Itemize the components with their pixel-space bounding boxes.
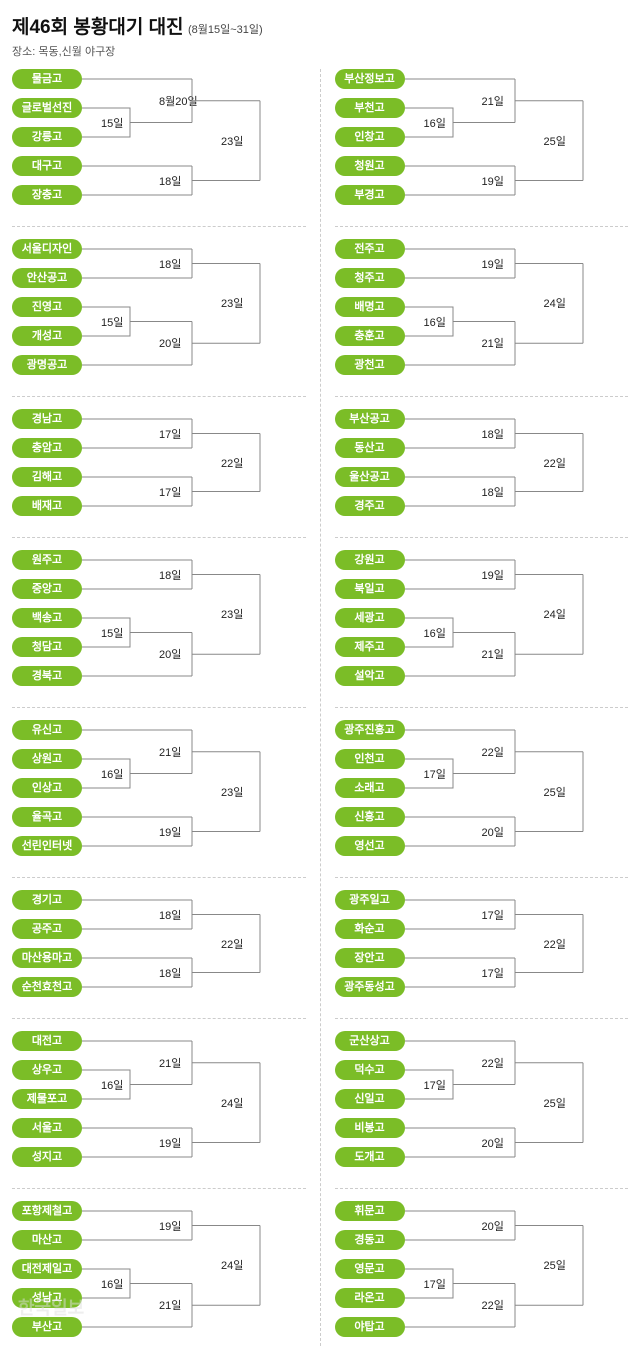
left-column: 15일8월20일18일23일물금고글로벌선진강릉고대구고장충고15일18일20일… [12,69,321,1346]
team-pill: 신흥고 [335,807,405,827]
team-pill: 순천효천고 [12,977,82,997]
team-pill: 강원고 [335,550,405,570]
team-pill: 김해고 [12,467,82,487]
bracket-group: 17일17일22일광주일고화순고장안고광주동성고 [335,890,629,1006]
team-pill: 덕수고 [335,1060,405,1080]
bracket-group: 16일21일19일24일대전고상우고제물포고서울고성지고 [12,1031,306,1176]
team-pill: 청원고 [335,156,405,176]
team-pill: 영문고 [335,1259,405,1279]
team-pill: 전주고 [335,239,405,259]
team-pill: 선린인터넷 [12,836,82,856]
team-pill: 경북고 [12,666,82,686]
team-pill: 상우고 [12,1060,82,1080]
team-pill: 광명공고 [12,355,82,375]
team-pill: 소래고 [335,778,405,798]
team-pill: 서울디자인 [12,239,82,259]
bracket-group: 17일22일20일25일광주진흥고인천고소래고신흥고영선고 [335,720,629,865]
team-pill: 백송고 [12,608,82,628]
bracket-group: 15일18일20일23일원주고중앙고백송고청담고경북고 [12,550,306,695]
team-pill: 대구고 [12,156,82,176]
team-pill: 영선고 [335,836,405,856]
venue-label: 장소: 목동,신월 야구장 [12,43,628,59]
bracket-group: 17일22일20일25일군산상고덕수고신일고비봉고도개고 [335,1031,629,1176]
team-pill: 동산고 [335,438,405,458]
team-pill: 성지고 [12,1147,82,1167]
bracket-group: 17일17일22일경남고충암고김해고배재고 [12,409,306,525]
team-pill: 광천고 [335,355,405,375]
team-pill: 청담고 [12,637,82,657]
team-pill: 광주일고 [335,890,405,910]
team-pill: 설악고 [335,666,405,686]
team-pill: 군산상고 [335,1031,405,1051]
team-pill: 경기고 [12,890,82,910]
team-pill: 글로벌선진 [12,98,82,118]
team-pill: 배재고 [12,496,82,516]
bracket-group: 18일18일22일경기고공주고마산용마고순천효천고 [12,890,306,1006]
team-pill: 배명고 [335,297,405,317]
bracket-group: 16일19일21일24일포항제철고마산고대전제일고성남고부산고 [12,1201,306,1346]
team-pill: 울산공고 [335,467,405,487]
team-pill: 도개고 [335,1147,405,1167]
team-pill: 공주고 [12,919,82,939]
team-pill: 비봉고 [335,1118,405,1138]
team-pill: 화순고 [335,919,405,939]
team-pill: 마산고 [12,1230,82,1250]
team-pill: 강릉고 [12,127,82,147]
team-pill: 포항제철고 [12,1201,82,1221]
bracket-group: 16일19일21일24일강원고북일고세광고제주고설악고 [335,550,629,695]
team-pill: 경남고 [12,409,82,429]
team-pill: 대전고 [12,1031,82,1051]
team-pill: 청주고 [335,268,405,288]
team-pill: 부산공고 [335,409,405,429]
bracket-group: 16일21일19일23일유신고상원고인상고율곡고선린인터넷 [12,720,306,865]
right-column: 16일21일19일25일부산정보고부천고인창고청원고부경고16일19일21일24… [321,69,629,1346]
team-pill: 제주고 [335,637,405,657]
team-pill: 경동고 [335,1230,405,1250]
team-pill: 중앙고 [12,579,82,599]
team-pill: 개성고 [12,326,82,346]
team-pill: 마산용마고 [12,948,82,968]
bracket-group: 15일8월20일18일23일물금고글로벌선진강릉고대구고장충고 [12,69,306,214]
team-pill: 율곡고 [12,807,82,827]
team-pill: 야탑고 [335,1317,405,1337]
team-pill: 충훈고 [335,326,405,346]
team-pill: 휘문고 [335,1201,405,1221]
team-pill: 진영고 [12,297,82,317]
team-pill: 안산공고 [12,268,82,288]
team-pill: 부산정보고 [335,69,405,89]
page-title: 제46회 봉황대기 대진 [12,17,184,38]
team-pill: 라온고 [335,1288,405,1308]
team-pill: 제물포고 [12,1089,82,1109]
bracket-group: 16일19일21일24일전주고청주고배명고충훈고광천고 [335,239,629,384]
team-pill: 신일고 [335,1089,405,1109]
team-pill: 충암고 [12,438,82,458]
bracket-group: 16일21일19일25일부산정보고부천고인창고청원고부경고 [335,69,629,214]
team-pill: 물금고 [12,69,82,89]
team-pill: 경주고 [335,496,405,516]
team-pill: 부천고 [335,98,405,118]
team-pill: 북일고 [335,579,405,599]
bracket-group: 18일18일22일부산공고동산고울산공고경주고 [335,409,629,525]
team-pill: 부산고 [12,1317,82,1337]
team-pill: 인상고 [12,778,82,798]
team-pill: 광주동성고 [335,977,405,997]
bracket-columns: 15일8월20일18일23일물금고글로벌선진강릉고대구고장충고15일18일20일… [12,69,628,1346]
team-pill: 인천고 [335,749,405,769]
title-subtitle: (8월15일~31일) [188,24,263,36]
team-pill: 인창고 [335,127,405,147]
bracket-group: 17일20일22일25일휘문고경동고영문고라온고야탑고 [335,1201,629,1346]
team-pill: 장충고 [12,185,82,205]
team-pill: 원주고 [12,550,82,570]
watermark: 한국일보 [18,1294,84,1320]
team-pill: 세광고 [335,608,405,628]
team-pill: 광주진흥고 [335,720,405,740]
team-pill: 상원고 [12,749,82,769]
team-pill: 서울고 [12,1118,82,1138]
team-pill: 부경고 [335,185,405,205]
team-pill: 유신고 [12,720,82,740]
bracket-group: 15일18일20일23일서울디자인안산공고진영고개성고광명공고 [12,239,306,384]
team-pill: 장안고 [335,948,405,968]
team-pill: 대전제일고 [12,1259,82,1279]
